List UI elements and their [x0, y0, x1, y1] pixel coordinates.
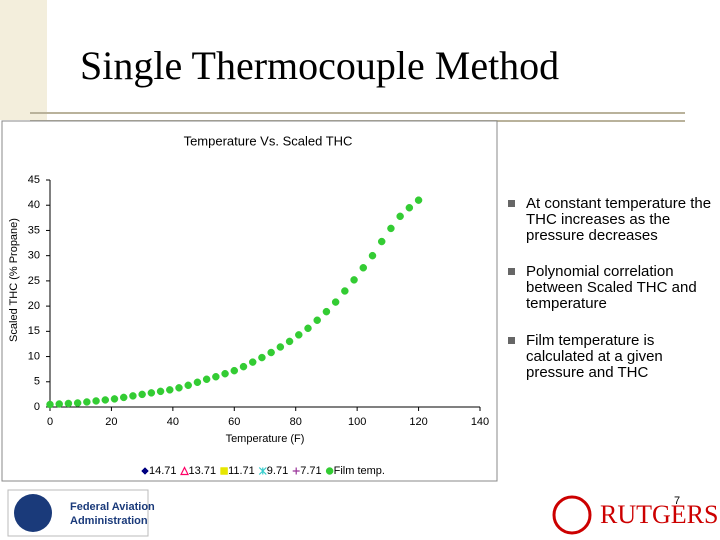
point: [55, 400, 63, 408]
bullet-text: Polynomial correlation between Scaled TH…: [526, 263, 697, 312]
point: [212, 372, 220, 381]
point: [239, 362, 248, 371]
faa-seal: [14, 494, 52, 532]
legend-marker: [292, 467, 300, 475]
point: [285, 337, 294, 346]
point: [184, 381, 192, 390]
point: [368, 251, 377, 260]
point: [414, 196, 423, 204]
legend-marker: [325, 467, 334, 475]
point: [405, 203, 414, 212]
x-tick-label: 20: [105, 416, 117, 428]
point: [359, 264, 368, 272]
point: [92, 397, 100, 405]
y-tick-label: 45: [28, 174, 40, 186]
x-tick-label: 0: [47, 416, 53, 428]
logo-text: Federal Aviation: [70, 501, 155, 513]
legend-label: 13.71: [189, 465, 217, 477]
point: [350, 276, 358, 284]
page-number: 7: [674, 495, 680, 507]
rutgers-seal: [552, 495, 592, 535]
chart-frame: [1, 120, 498, 482]
x-tick-label: 40: [167, 416, 179, 428]
point: [101, 396, 110, 404]
point: [341, 287, 349, 295]
bullet: Film temperature is calculated at a give…: [508, 333, 713, 381]
y-axis-title: Scaled THC (% Propane): [8, 218, 20, 342]
bullet-text: Film temperature is calculated at a give…: [526, 332, 663, 381]
point: [258, 353, 266, 362]
legend-label: 7.71: [300, 465, 321, 477]
point: [267, 348, 275, 357]
slide-title: Single Thermocouple Method: [80, 43, 560, 88]
point: [331, 298, 340, 306]
bullet: Polynomial correlation between Scaled TH…: [508, 264, 713, 312]
point: [276, 343, 285, 351]
y-tick-label: 30: [28, 250, 40, 262]
x-tick-label: 80: [290, 416, 302, 428]
y-tick-label: 20: [28, 300, 40, 312]
logo-text: Administration: [70, 515, 148, 527]
y-tick-label: 0: [34, 401, 40, 413]
point: [166, 386, 174, 394]
point: [119, 393, 128, 402]
legend-marker: [141, 467, 149, 475]
x-tick-label: 100: [348, 416, 366, 428]
point: [377, 237, 386, 246]
point: [396, 212, 404, 221]
point: [387, 224, 395, 233]
point: [295, 331, 303, 339]
legend-label: 14.71: [149, 465, 177, 477]
x-tick-label: 140: [471, 416, 489, 428]
point: [83, 398, 91, 406]
legend-label: Film temp.: [334, 465, 385, 477]
point: [248, 358, 257, 366]
legend-label: 9.71: [267, 465, 288, 477]
decor: [30, 112, 685, 114]
logo-text: RUTGERS: [600, 500, 718, 529]
point: [129, 392, 137, 400]
point: [156, 387, 165, 396]
x-tick-label: 60: [228, 416, 240, 428]
legend-marker: [180, 466, 190, 476]
point: [202, 375, 211, 384]
y-tick-label: 25: [28, 275, 40, 287]
point: [46, 400, 54, 409]
y-tick-label: 40: [28, 199, 40, 211]
y-tick-label: 10: [28, 350, 40, 362]
point: [313, 316, 321, 324]
bullet: At constant temperature the THC increase…: [508, 196, 713, 244]
point: [64, 399, 73, 408]
point: [304, 324, 312, 333]
decor: [0, 0, 47, 120]
point: [175, 384, 183, 392]
chart-title: Temperature Vs. Scaled THC: [184, 133, 353, 148]
legend-marker: [220, 467, 228, 475]
legend-marker: [258, 467, 267, 475]
x-axis-title: Temperature (F): [226, 433, 305, 445]
point: [110, 395, 119, 403]
point: [147, 389, 156, 397]
y-tick-label: 5: [34, 376, 40, 388]
point: [138, 390, 146, 399]
y-tick-label: 35: [28, 224, 40, 236]
point: [221, 369, 229, 378]
point: [73, 399, 82, 407]
y-tick-label: 15: [28, 325, 40, 337]
point: [193, 378, 202, 387]
point: [322, 307, 331, 316]
legend-label: 11.71: [228, 465, 255, 477]
point: [230, 366, 239, 375]
x-tick-label: 120: [409, 416, 427, 428]
bullet-text: At constant temperature the THC increase…: [526, 195, 712, 244]
